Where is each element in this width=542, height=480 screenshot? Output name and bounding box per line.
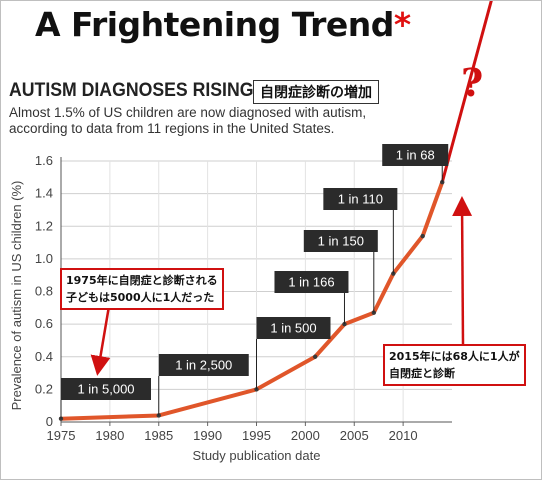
callout-label: 1 in 2,500 xyxy=(175,358,232,373)
y-tick-label: 0 xyxy=(46,414,53,429)
chart-title: AUTISM DIAGNOSES RISING xyxy=(9,80,254,101)
note-1975-line-1: 1975年に自閉症と診断される xyxy=(66,274,218,287)
note-2015-line-2: 自閉症と診断 xyxy=(389,367,455,380)
x-tick-label: 1975 xyxy=(47,428,76,443)
callout-box xyxy=(274,271,349,293)
callout-label: 1 in 5,000 xyxy=(77,382,134,397)
callout-label: 1 in 110 xyxy=(338,192,383,207)
extrapolation xyxy=(440,1,493,183)
callout-box xyxy=(323,188,398,210)
note-2015: 2015年には68人に1人が 自閉症と診断 xyxy=(383,344,526,386)
callout-label: 1 in 150 xyxy=(318,234,364,249)
y-tick-label: 0.6 xyxy=(35,316,53,331)
x-tick-label: 2000 xyxy=(291,428,320,443)
callout-box xyxy=(303,230,378,252)
y-tick-label: 1.0 xyxy=(35,251,53,266)
chart-subtitle: Almost 1.5% of US children are now diagn… xyxy=(9,105,367,136)
note-1975-line-2: 子どもは5000人に1人だった xyxy=(66,291,215,304)
x-tick-label: 2010 xyxy=(389,428,418,443)
y-axis-title: Prevalence of autism in US children (%) xyxy=(9,181,24,411)
x-tick-label: 1985 xyxy=(144,428,173,443)
slide-title: A Frightening Trend* xyxy=(35,5,411,44)
data-point xyxy=(420,233,425,239)
note-1975: 1975年に自閉症と診断される 子どもは5000人に1人だった xyxy=(60,268,224,310)
x-tick-label: 1990 xyxy=(193,428,222,443)
note-arrows xyxy=(90,196,473,376)
extrapolation-line xyxy=(440,1,493,183)
y-tick-label: 1.4 xyxy=(35,186,53,201)
callout-box xyxy=(158,354,249,376)
callout-label: 1 in 500 xyxy=(270,321,316,336)
axes: 0 0.2 0.4 0.6 0.8 1.0 1.2 1.4 1.6 1975 1980 1985 199… xyxy=(9,153,452,463)
callout-box xyxy=(256,317,331,339)
note-1975-arrow xyxy=(90,305,111,376)
y-tick-label: 0.8 xyxy=(35,284,53,299)
y-tick-label: 1.6 xyxy=(35,153,53,168)
callout-box xyxy=(61,378,151,400)
asterisk-mark: * xyxy=(393,5,411,44)
y-tick-label: 1.2 xyxy=(35,218,53,233)
japanese-heading: 自閉症診断の増加 xyxy=(253,80,379,104)
y-tick-label: 0.2 xyxy=(35,381,53,396)
callout-label: 1 in 68 xyxy=(396,148,435,163)
note-2015-line-1: 2015年には68人に1人が xyxy=(389,350,520,363)
note-2015-arrow xyxy=(452,196,473,345)
x-axis-title: Study publication date xyxy=(193,448,321,463)
y-tick-label: 0.4 xyxy=(35,349,53,364)
data-point xyxy=(312,354,318,359)
x-tick-label: 2005 xyxy=(340,428,369,443)
callout-label: 1 in 166 xyxy=(288,275,334,290)
callout-box xyxy=(382,144,449,166)
data-labels: 1 in 5,000 1 in 2,500 1 in 500 1 in 166 1 in… xyxy=(60,144,449,419)
x-tick-label: 1980 xyxy=(95,428,124,443)
x-tick-label: 1995 xyxy=(242,428,271,443)
